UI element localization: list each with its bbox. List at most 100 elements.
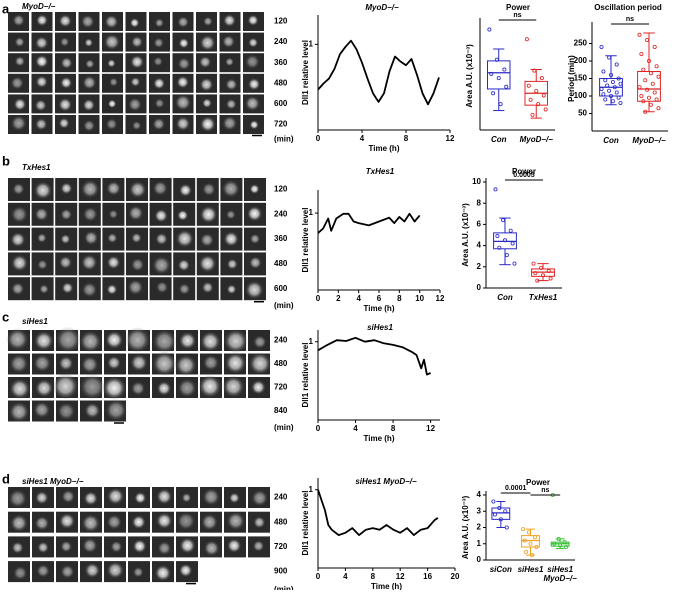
- cell-signal: [253, 516, 266, 529]
- cell-signal: [58, 14, 72, 28]
- cell-signal: [201, 182, 216, 197]
- data-point: [648, 102, 653, 107]
- x-tick-label: 0: [316, 424, 321, 433]
- data-point: [639, 94, 644, 99]
- time-label: 360: [274, 58, 288, 67]
- y-axis-label: Area A.U. (x10⁻³): [465, 44, 474, 108]
- x-tick-label: Con: [603, 136, 619, 145]
- cell-signal: [33, 330, 54, 351]
- data-point: [609, 73, 614, 78]
- trace: [317, 39, 440, 106]
- y-tick-label: 10: [472, 177, 481, 186]
- cell-signal: [152, 180, 168, 196]
- cell-signal: [55, 326, 82, 353]
- cell-signal: [153, 77, 166, 90]
- cell-signal: [199, 77, 214, 92]
- cell-signal: [225, 98, 237, 110]
- chart-title: Power: [506, 3, 530, 12]
- data-point: [504, 253, 509, 258]
- cell-signal: [110, 540, 123, 553]
- cell-signal: [84, 402, 101, 419]
- time-label: 720: [274, 383, 288, 392]
- cell-signal: [36, 233, 47, 243]
- chart-title: Oscillation period: [594, 3, 662, 12]
- cell-signal: [252, 540, 265, 552]
- cell-signal: [80, 14, 95, 29]
- y-tick-label: 1: [477, 539, 482, 548]
- cell-signal: [200, 331, 221, 352]
- x-tick-label: 8: [404, 134, 409, 143]
- cell-signal: [11, 282, 25, 296]
- panel-label: b: [2, 153, 10, 168]
- x-axis-label: Time (h): [371, 582, 402, 590]
- y-axis-label: Area A.U. (x10⁻³): [461, 203, 470, 267]
- cell-signal: [152, 255, 171, 275]
- cell-signal: [221, 179, 240, 198]
- time-label: 120: [274, 185, 288, 194]
- significance-label: ns: [541, 487, 549, 494]
- y-tick-label: 250: [574, 39, 588, 48]
- cell-signal: [36, 564, 50, 578]
- cell-signal: [83, 491, 98, 506]
- time-label: 120: [274, 17, 288, 26]
- cell-signal: [130, 35, 144, 48]
- data-point: [599, 87, 604, 92]
- time-unit: (min): [274, 135, 294, 144]
- x-tick-label: 10: [415, 294, 424, 303]
- cell-signal: [223, 231, 239, 247]
- time-label: 240: [274, 493, 288, 502]
- cell-signal: [34, 99, 47, 112]
- data-point: [487, 27, 492, 32]
- cell-signal: [248, 352, 272, 375]
- data-point: [504, 84, 509, 89]
- y-tick-label: 2: [477, 523, 482, 532]
- y-tick-label: 0: [477, 283, 482, 292]
- data-point: [508, 228, 513, 233]
- data-point: [641, 99, 646, 104]
- data-point: [498, 102, 503, 107]
- data-point: [548, 276, 553, 281]
- image-grid: [8, 487, 270, 583]
- data-point: [643, 109, 648, 114]
- cell-signal: [11, 541, 24, 554]
- cell-signal: [154, 18, 165, 28]
- time-unit: (min): [274, 301, 294, 310]
- data-point: [546, 269, 551, 274]
- cell-signal: [128, 205, 144, 221]
- data-point: [558, 543, 563, 548]
- data-point: [643, 78, 648, 83]
- data-point: [502, 238, 507, 243]
- cell-signal: [202, 98, 212, 109]
- data-point: [637, 85, 642, 90]
- data-point: [656, 106, 661, 111]
- data-point: [618, 81, 623, 86]
- data-point: [656, 74, 661, 79]
- data-point: [556, 536, 561, 541]
- line-chart: siHes1 MyoD−/− 0 4 8 12 16 20 1 Time (h) Dll1 rel…: [301, 477, 460, 591]
- data-point: [534, 545, 539, 550]
- box-chart: Power 0 1 2 3 4 Area A.U. (x10⁻³) siCon siHes1 si…: [461, 478, 577, 583]
- cell-signal: [8, 401, 30, 423]
- cell-signal: [61, 281, 74, 294]
- cell-signal: [12, 565, 28, 581]
- cell-signal: [252, 335, 267, 349]
- x-tick-label: 8: [397, 294, 402, 303]
- x-tick-label: 8: [391, 424, 396, 433]
- cell-signal: [105, 330, 124, 350]
- cell-signal: [222, 375, 245, 398]
- cell-signal: [225, 78, 238, 91]
- cell-signal: [152, 351, 177, 376]
- cell-signal: [249, 120, 259, 130]
- cell-signal: [130, 353, 148, 372]
- x-tick-label: 2: [336, 294, 341, 303]
- cell-signal: [225, 209, 236, 220]
- data-point: [645, 87, 650, 92]
- time-label: 600: [274, 284, 288, 293]
- significance-label: ns: [626, 16, 634, 23]
- data-point: [528, 541, 533, 546]
- data-point: [652, 45, 657, 50]
- cell-signal: [127, 97, 142, 112]
- data-point: [603, 97, 608, 102]
- cell-signal: [222, 35, 236, 49]
- data-point: [641, 67, 646, 72]
